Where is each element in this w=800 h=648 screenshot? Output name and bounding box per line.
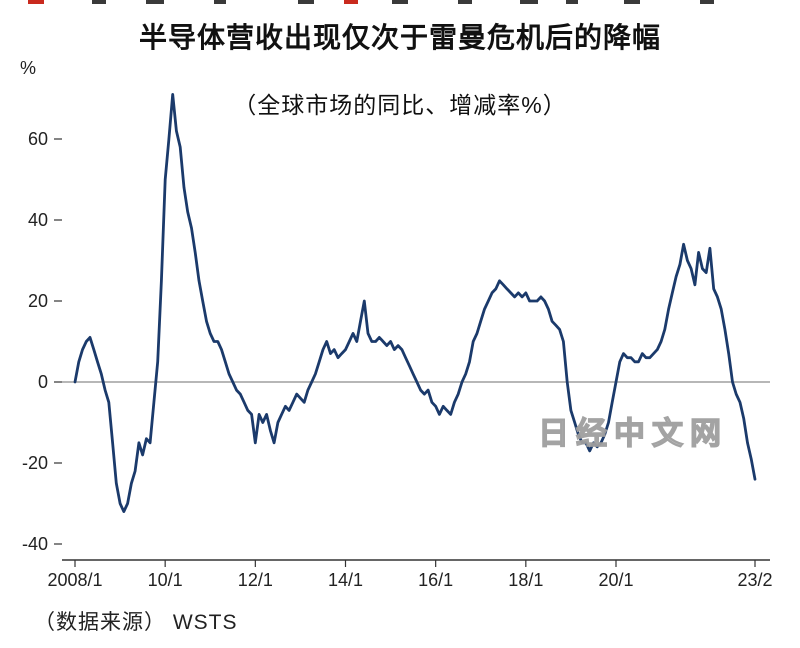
y-axis-tick-label: 60: [27, 129, 48, 149]
cropped-top-text-fragment: [146, 0, 164, 4]
y-axis-tick-label: -20: [21, 453, 48, 473]
x-axis-tick-label: 16/1: [418, 570, 454, 590]
cropped-top-text-fragment: [566, 0, 578, 4]
x-axis-tick-label: 20/1: [598, 570, 634, 590]
y-axis-tick-label: 40: [27, 210, 48, 230]
x-axis-tick-label: 23/2: [737, 570, 773, 590]
cropped-top-text-fragment: [458, 0, 472, 4]
x-axis-tick-label: 12/1: [237, 570, 273, 590]
cropped-top-text-fragment: [520, 0, 538, 4]
cropped-top-text-fragment: [700, 0, 714, 4]
cropped-top-text-fragment: [624, 0, 640, 4]
data-source-note: （数据来源） WSTS: [34, 611, 238, 634]
cropped-top-text-fragment: [392, 0, 408, 4]
chart-title: 半导体营收出现仅次于雷曼危机后的降幅: [138, 22, 661, 53]
y-axis-unit-label: %: [20, 58, 37, 78]
x-axis-tick-label: 18/1: [508, 570, 544, 590]
y-axis-tick-label: 0: [37, 372, 48, 392]
cropped-top-text-fragment: [28, 0, 44, 4]
cropped-top-text-fragment: [344, 0, 358, 4]
x-axis-tick-label: 2008/1: [47, 570, 103, 590]
chart-subtitle: （全球市场的同比、增减率%）: [233, 92, 567, 118]
x-axis-tick-label: 14/1: [327, 570, 364, 590]
x-axis-tick-label: 10/1: [147, 570, 183, 590]
semiconductor-revenue-yoy-line: [73, 93, 757, 514]
y-axis-tick-label: -40: [21, 534, 48, 554]
y-axis-tick-label: 20: [27, 291, 48, 311]
cropped-top-text-fragment: [298, 0, 314, 4]
cropped-top-text-fragment: [214, 0, 226, 4]
cropped-top-text-strip: [0, 0, 800, 6]
cropped-top-text-fragment: [92, 0, 106, 4]
